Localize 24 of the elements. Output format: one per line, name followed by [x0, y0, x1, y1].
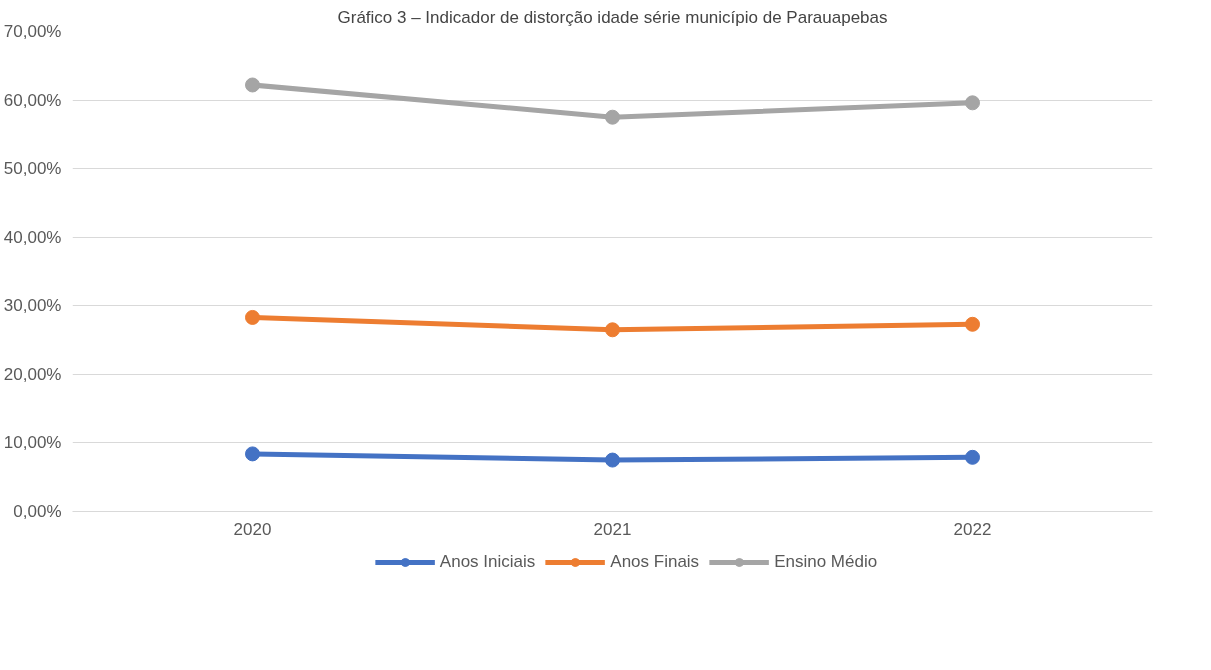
y-tick-label: 0,00% [13, 502, 62, 521]
y-tick-label: 10,00% [3, 433, 62, 453]
point [965, 95, 980, 111]
y-tick-label: 40,00% [3, 227, 62, 247]
point [965, 316, 980, 332]
point [245, 77, 260, 93]
x-tick-label: 2022 [953, 519, 992, 539]
y-tick-label: 30,00% [3, 296, 62, 316]
legend-label: Anos Finais [610, 552, 700, 572]
y-tick-label: 60,00% [3, 90, 62, 110]
chart-title: Gráfico 3 – Indicador de distorção idade série município de Parauapebas [337, 7, 888, 27]
point [605, 452, 620, 468]
x-tick-label: 2020 [233, 519, 272, 539]
legend-label: Ensino Médio [774, 552, 878, 572]
y-tick-label: 50,00% [3, 159, 62, 179]
x-tick-label: 2021 [593, 519, 632, 539]
point [245, 309, 260, 325]
point [245, 446, 260, 462]
point [605, 322, 620, 338]
legend-label: Anos Iniciais [439, 552, 536, 572]
y-tick-label: 20,00% [3, 364, 62, 384]
y-tick-label: 70,00% [3, 22, 62, 41]
point [965, 449, 980, 465]
point [605, 109, 620, 125]
